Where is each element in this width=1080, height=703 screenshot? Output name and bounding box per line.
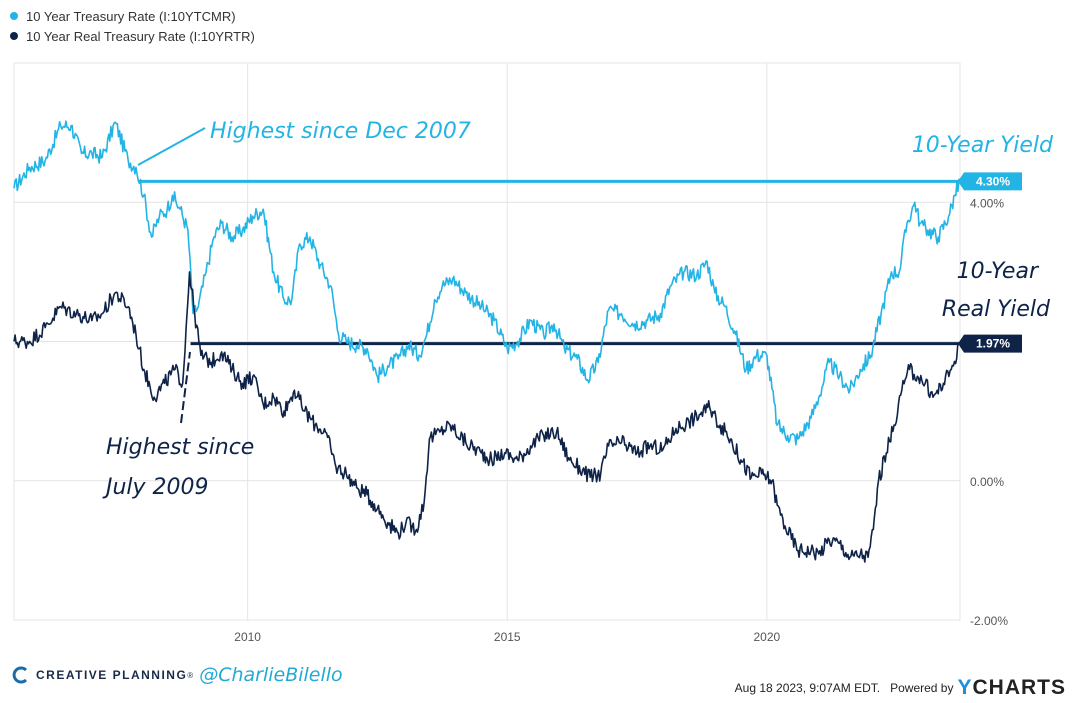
annotation-real-yield-line1: 10-Year [957, 259, 1040, 284]
value-badge-real [958, 334, 1022, 353]
author-handle[interactable]: @CharlieBilello [199, 664, 343, 686]
value-badges: 4.30% 1.97% [958, 172, 1022, 353]
x-tick-label: 2015 [494, 630, 521, 644]
value-badge-label-real: 1.97% [976, 337, 1010, 351]
value-badge-label-nominal: 4.30% [976, 174, 1010, 188]
annotation-real-yield-line2: Real Yield [942, 297, 1051, 322]
brand-name: CREATIVE PLANNING [36, 668, 188, 682]
series-line-real [13, 271, 961, 563]
annotation-nominal-yield: 10-Year Yield [912, 133, 1054, 158]
y-tick-label: 4.00% [970, 196, 1004, 210]
powered-by-label: Powered by [890, 681, 954, 695]
footer-branding: CREATIVE PLANNING ® @CharlieBilello [12, 664, 343, 686]
legend-item-nominal[interactable]: 10 Year Treasury Rate (I:10YTCMR) [10, 6, 255, 26]
timestamp: Aug 18 2023, 9:07AM EDT. [734, 681, 881, 695]
annotations: Highest since Dec 2007 10-Year Yield 10-… [102, 119, 1054, 500]
footer-attribution: Aug 18 2023, 9:07AM EDT. Powered by YCHA… [735, 676, 1066, 700]
series-lines [13, 120, 961, 563]
annotation-pointer-2007 [137, 127, 206, 166]
gridlines [14, 63, 960, 621]
ycharts-logo-y: Y [957, 676, 973, 699]
x-tick-label: 2010 [234, 630, 261, 644]
legend-dot-nominal [10, 12, 18, 20]
reference-lines [138, 179, 960, 346]
annotation-peak-2007: Highest since Dec 2007 [210, 119, 471, 144]
annotation-peak-2009-line2: July 2009 [102, 475, 209, 500]
value-badge-nominal [958, 172, 1022, 191]
registered-mark: ® [187, 670, 194, 680]
ycharts-logo[interactable]: YCHARTS [957, 676, 1066, 700]
y-tick-label: 0.00% [970, 475, 1004, 489]
series-line-nominal [13, 120, 961, 446]
x-axis-ticks: 2010 2015 2020 [234, 630, 780, 644]
ycharts-logo-rest: CHARTS [972, 676, 1066, 699]
x-tick-label: 2020 [754, 630, 781, 644]
legend-label-nominal: 10 Year Treasury Rate (I:10YTCMR) [26, 8, 236, 24]
creative-planning-logo-icon [12, 666, 28, 684]
y-tick-label: -2.00% [970, 614, 1008, 628]
legend: 10 Year Treasury Rate (I:10YTCMR) 10 Yea… [10, 6, 255, 46]
annotation-peak-2009-line1: Highest since [106, 435, 254, 460]
legend-item-real[interactable]: 10 Year Real Treasury Rate (I:10YRTR) [10, 26, 255, 46]
annotation-pointer-2009 [180, 351, 191, 424]
legend-label-real: 10 Year Real Treasury Rate (I:10YRTR) [26, 28, 255, 44]
legend-dot-real [10, 32, 18, 40]
